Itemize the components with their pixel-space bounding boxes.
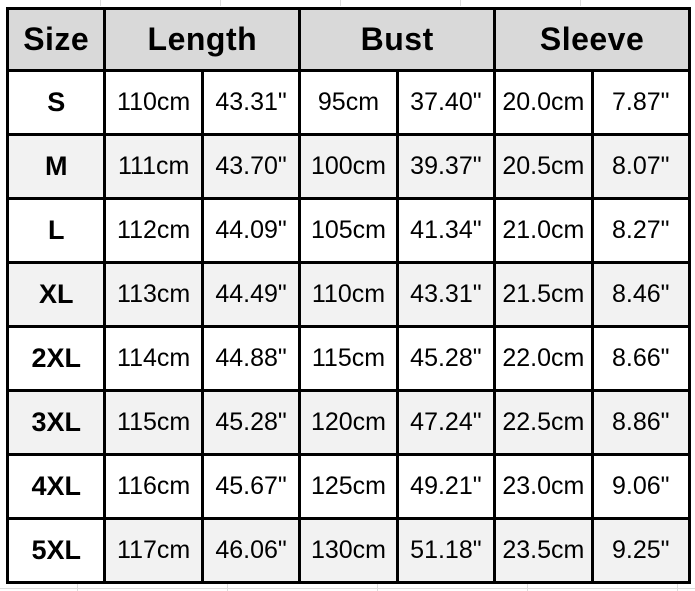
table-row-3xl: 3XL 115cm 45.28" 120cm 47.24" 22.5cm 8.8… — [5, 389, 692, 456]
bust-in-cell: 43.31" — [395, 261, 497, 328]
table-row-xl: XL 113cm 44.49" 110cm 43.31" 21.5cm 8.46… — [5, 261, 692, 328]
bust-in-cell: 41.34" — [395, 197, 497, 264]
sleeve-cm-cell: 23.5cm — [493, 517, 594, 584]
sleeve-cm-cell: 23.0cm — [493, 453, 594, 520]
sheet-gridline — [227, 584, 228, 591]
size-cell: L — [5, 197, 107, 264]
sheet-gridline — [377, 584, 378, 591]
length-in-cell: 43.31" — [200, 69, 302, 136]
bust-cm-cell: 120cm — [298, 389, 399, 456]
size-cell: 3XL — [5, 389, 107, 456]
sleeve-in-cell: 8.66" — [590, 325, 692, 392]
size-chart-table: Size Length Bust Sleeve S 110cm 43.31" 9… — [5, 7, 692, 584]
length-in-cell: 43.70" — [200, 133, 302, 200]
sleeve-in-cell: 8.86" — [590, 389, 692, 456]
sleeve-cm-cell: 22.5cm — [493, 389, 594, 456]
length-in-cell: 44.49" — [200, 261, 302, 328]
bust-in-cell: 47.24" — [395, 389, 497, 456]
length-cm-cell: 113cm — [103, 261, 204, 328]
size-cell: 5XL — [5, 517, 107, 584]
size-cell: M — [5, 133, 107, 200]
size-cell: 4XL — [5, 453, 107, 520]
sheet-gridline — [677, 584, 678, 591]
header-row: Size Length Bust Sleeve — [5, 7, 691, 72]
header-cell-length: Length — [103, 7, 302, 72]
size-cell: S — [5, 69, 107, 136]
sheet-gridline — [0, 588, 695, 589]
bust-in-cell: 39.37" — [395, 133, 497, 200]
sleeve-in-cell: 8.27" — [590, 197, 692, 264]
bust-cm-cell: 115cm — [298, 325, 399, 392]
table-row-4xl: 4XL 116cm 45.67" 125cm 49.21" 23.0cm 9.0… — [5, 453, 692, 520]
bust-in-cell: 45.28" — [395, 325, 497, 392]
length-cm-cell: 115cm — [103, 389, 204, 456]
sleeve-cm-cell: 20.5cm — [493, 133, 594, 200]
sleeve-in-cell: 8.07" — [590, 133, 692, 200]
bust-cm-cell: 100cm — [298, 133, 399, 200]
length-cm-cell: 111cm — [103, 133, 204, 200]
sheet-gridline — [340, 0, 341, 6]
sleeve-cm-cell: 20.0cm — [493, 69, 594, 136]
bust-in-cell: 37.40" — [395, 69, 497, 136]
length-cm-cell: 110cm — [103, 69, 204, 136]
length-in-cell: 45.67" — [200, 453, 302, 520]
sleeve-in-cell: 8.46" — [590, 261, 692, 328]
sheet-gridline — [77, 584, 78, 591]
length-in-cell: 46.06" — [200, 517, 302, 584]
sleeve-in-cell: 9.25" — [590, 517, 692, 584]
bust-cm-cell: 110cm — [298, 261, 399, 328]
bust-cm-cell: 125cm — [298, 453, 399, 520]
sleeve-in-cell: 9.06" — [590, 453, 692, 520]
sheet-gridline — [527, 584, 528, 591]
sheet-gridline — [220, 0, 221, 6]
length-cm-cell: 117cm — [103, 517, 204, 584]
size-cell: XL — [5, 261, 107, 328]
bust-in-cell: 51.18" — [395, 517, 497, 584]
length-in-cell: 45.28" — [200, 389, 302, 456]
sheet-gridline — [580, 0, 581, 6]
bust-cm-cell: 95cm — [298, 69, 399, 136]
size-cell: 2XL — [5, 325, 107, 392]
table-row-l: L 112cm 44.09" 105cm 41.34" 21.0cm 8.27" — [5, 197, 692, 264]
table-row-2xl: 2XL 114cm 44.88" 115cm 45.28" 22.0cm 8.6… — [5, 325, 692, 392]
sleeve-cm-cell: 21.0cm — [493, 197, 594, 264]
sleeve-cm-cell: 21.5cm — [493, 261, 594, 328]
sleeve-cm-cell: 22.0cm — [493, 325, 594, 392]
header-cell-size: Size — [5, 7, 107, 72]
bust-cm-cell: 105cm — [298, 197, 399, 264]
length-cm-cell: 116cm — [103, 453, 204, 520]
sheet-gridline — [460, 0, 461, 6]
bust-in-cell: 49.21" — [395, 453, 497, 520]
length-in-cell: 44.09" — [200, 197, 302, 264]
sleeve-in-cell: 7.87" — [590, 69, 692, 136]
header-cell-sleeve: Sleeve — [493, 7, 691, 72]
length-cm-cell: 114cm — [103, 325, 204, 392]
length-cm-cell: 112cm — [103, 197, 204, 264]
header-cell-bust: Bust — [298, 7, 497, 72]
table-row-5xl: 5XL 117cm 46.06" 130cm 51.18" 23.5cm 9.2… — [5, 517, 692, 584]
table-row-s: S 110cm 43.31" 95cm 37.40" 20.0cm 7.87" — [5, 69, 692, 136]
table-row-m: M 111cm 43.70" 100cm 39.37" 20.5cm 8.07" — [5, 133, 692, 200]
sheet-gridline — [100, 0, 101, 6]
bust-cm-cell: 130cm — [298, 517, 399, 584]
length-in-cell: 44.88" — [200, 325, 302, 392]
